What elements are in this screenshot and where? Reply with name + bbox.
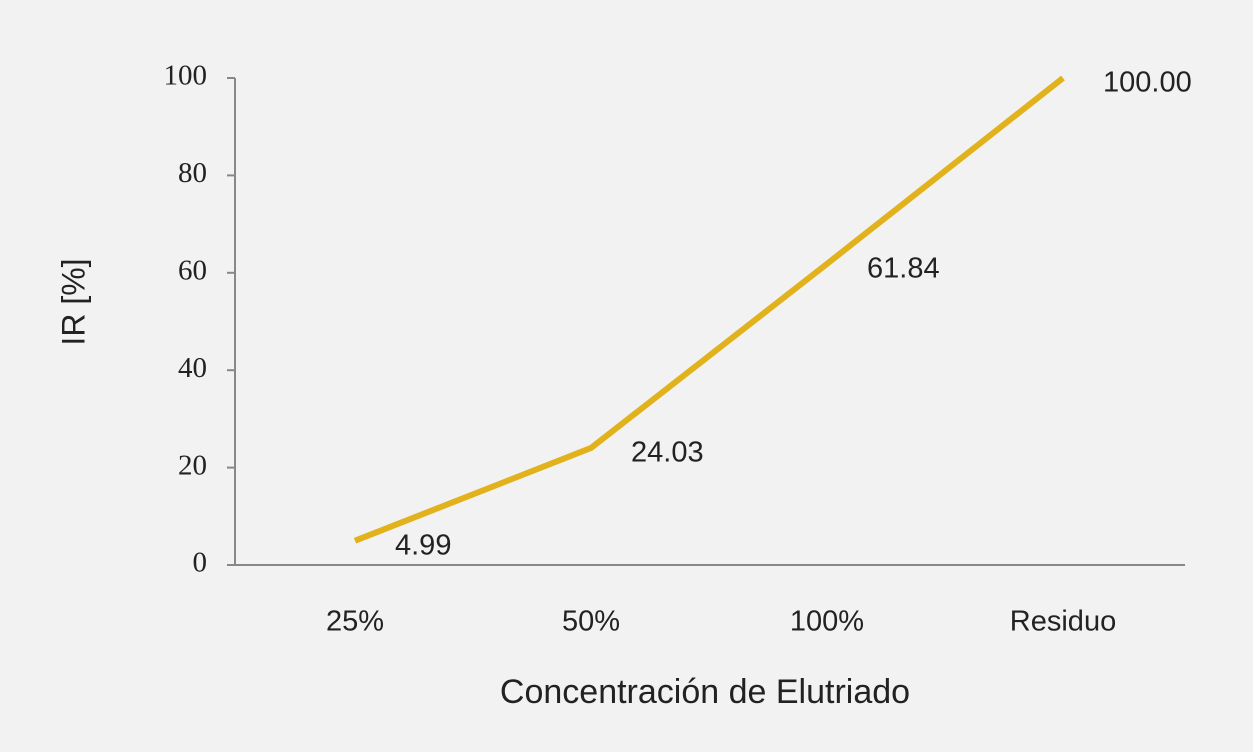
data-label: 24.03: [631, 437, 704, 469]
x-tick-label: 50%: [562, 606, 620, 638]
y-tick-label: 40: [178, 352, 207, 384]
y-tick-label: 80: [178, 157, 207, 189]
data-line: [353, 75, 1065, 544]
y-axis-title: IR [%]: [55, 258, 91, 345]
y-tick-label: 0: [193, 547, 208, 579]
y-tick-label: 60: [178, 254, 207, 286]
data-label: 61.84: [867, 252, 940, 284]
data-label: 4.99: [395, 529, 451, 561]
y-tick-label: 20: [178, 449, 207, 481]
data-label: 100.00: [1103, 67, 1192, 99]
y-tick-label: 100: [164, 60, 208, 92]
x-tick-label: 25%: [326, 606, 384, 638]
x-tick-label: Residuo: [1010, 606, 1116, 638]
x-axis-title: Concentración de Elutriado: [500, 673, 910, 711]
x-tick-label: 100%: [790, 606, 864, 638]
